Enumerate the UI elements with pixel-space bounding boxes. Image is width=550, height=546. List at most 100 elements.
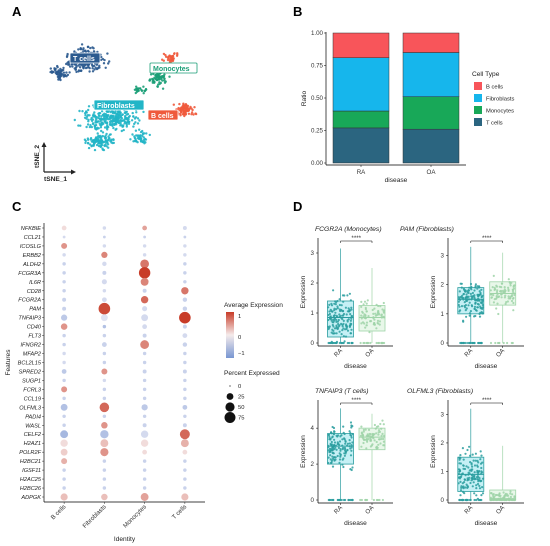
box-y-tick-label: 0: [441, 497, 445, 504]
dot-point: [61, 386, 68, 393]
tsne-point: [88, 70, 91, 73]
tsne-point: [181, 113, 185, 116]
box-point: [362, 315, 365, 318]
tsne-point: [166, 56, 170, 59]
box-point: [510, 299, 514, 303]
bar-y-label: Ratio: [301, 90, 308, 106]
tsne-point: [148, 133, 151, 137]
tsne-point: [187, 109, 190, 112]
box-point: [338, 461, 341, 464]
box-outline: [358, 305, 386, 332]
tsne-point: [191, 108, 194, 112]
tsne-point: [172, 103, 175, 106]
box-point: [458, 458, 461, 461]
tsne-cluster-label-fibroblasts: Fibroblasts: [97, 103, 135, 110]
dot-point: [101, 279, 107, 285]
box-point: [359, 498, 362, 502]
box-point: [377, 341, 380, 345]
tsne-point: [56, 66, 59, 69]
box-point: [495, 296, 498, 299]
tsne-point: [101, 131, 105, 134]
tsne-point: [67, 63, 71, 66]
box-point: [375, 498, 378, 502]
dot-x-label: Identity: [114, 536, 136, 543]
tsne-point: [154, 74, 157, 77]
box-point: [480, 296, 483, 299]
dot-point: [60, 493, 68, 501]
box-point: [477, 461, 480, 464]
box-point: [480, 307, 483, 310]
tsne-point: [168, 58, 171, 62]
bar-segment: [402, 32, 460, 53]
box-y-label: Expression: [300, 275, 307, 308]
bar-x-tick-label: OA: [427, 169, 437, 176]
dot-point: [183, 253, 187, 257]
tsne-point: [157, 78, 161, 81]
box-point: [500, 282, 504, 285]
dot-point: [100, 314, 108, 322]
dot-point: [101, 422, 108, 429]
box-point: [462, 485, 465, 488]
box-point: [459, 295, 462, 299]
box-point: [503, 288, 506, 291]
box-point: [378, 320, 382, 323]
box-point: [350, 468, 353, 472]
tsne-point: [111, 122, 114, 126]
box-point: [471, 305, 474, 308]
box-point: [368, 432, 371, 436]
tsne-point: [101, 57, 105, 61]
dot-point: [62, 253, 66, 257]
tsne-point: [125, 113, 128, 116]
dot-point: [182, 226, 187, 230]
tsne-point: [125, 117, 128, 120]
dot-point: [101, 368, 108, 375]
tsne-point: [84, 141, 87, 145]
box-point: [474, 301, 477, 304]
box-point: [474, 283, 477, 286]
tsne-point: [98, 140, 101, 143]
tsne-point: [123, 122, 126, 125]
box-point: [458, 305, 461, 308]
box-x-label: disease: [344, 520, 367, 527]
box-y-label: Expression: [430, 435, 437, 468]
dot-point: [62, 378, 66, 383]
tsne-point: [161, 87, 165, 90]
dot-point: [102, 459, 107, 463]
dot-plot: NFKBIE CCL21 ICOSLG ERBB2 ALDH2 FCGR3A IL6R CD2…: [5, 223, 283, 543]
box-point: [476, 497, 479, 500]
box-point: [335, 318, 338, 321]
box-point: [498, 341, 501, 345]
dot-point: [182, 333, 188, 338]
box-point: [362, 434, 365, 438]
dot-legend-percent-tick: 75: [238, 416, 244, 422]
box-point: [340, 304, 343, 307]
box-point: [328, 451, 331, 454]
box-point: [366, 433, 369, 436]
tsne-point: [90, 144, 94, 147]
dot-identity-label: B cells: [50, 503, 68, 521]
tsne-point: [101, 134, 105, 138]
tsne-point: [103, 126, 107, 129]
bar-segment: [402, 52, 460, 97]
bar-segment: [332, 110, 390, 129]
tsne-point: [63, 73, 67, 77]
tsne-ylabel: tSNE_2: [34, 145, 41, 168]
box-point: [471, 485, 474, 488]
box-point: [334, 303, 337, 306]
box-point: [350, 317, 353, 320]
tsne-point: [142, 85, 145, 88]
box-point: [459, 469, 462, 473]
box-y-tick-label: 3: [441, 411, 445, 418]
box-point: [462, 458, 465, 461]
bar-legend-title: Cell Type: [472, 71, 500, 78]
box-point: [475, 498, 478, 502]
box-point: [479, 450, 482, 453]
box-point: [458, 290, 461, 293]
tsne-point: [84, 66, 88, 70]
tsne-point: [129, 138, 132, 141]
tsne-point: [91, 70, 95, 73]
tsne-point: [89, 124, 92, 127]
dot-feature-label: IFNGR2: [20, 343, 41, 349]
box-point: [328, 498, 331, 502]
tsne-point: [85, 115, 89, 119]
